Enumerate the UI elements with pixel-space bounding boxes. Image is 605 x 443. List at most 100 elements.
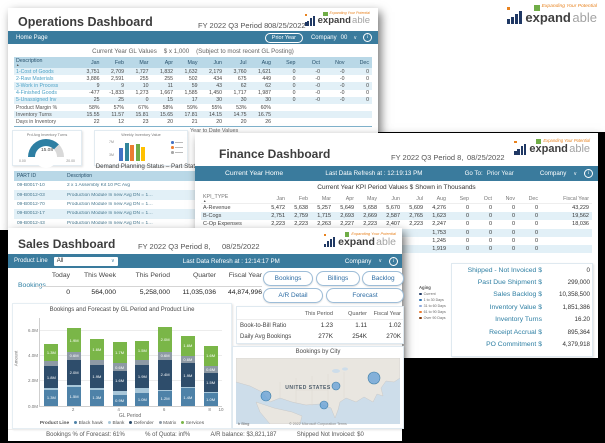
gl-row-link[interactable]: 3-Work in Process	[16, 82, 59, 89]
green-square-icon	[536, 139, 542, 144]
legend-item[interactable]: Over 90 Days	[419, 315, 453, 321]
gl-row-link[interactable]: 2-Raw Materials	[16, 75, 54, 82]
legend-item	[171, 150, 183, 155]
column-header: Apr	[345, 195, 354, 202]
chart-plot-area: 0.0M 2.0M 4.0M 6.0M 1.3M 1.8M 1.3M 1.5M 2.0M 0.6M…	[28, 318, 222, 409]
chevron-down-icon[interactable]: ∨	[378, 258, 383, 264]
stacked-bar[interactable]: 1.4M 1.9M 0.6M 1.6M	[180, 335, 195, 406]
table-row: 3-Work in Process 9 9 10 11 59 43 62 62 0 -0 -0 0	[14, 82, 372, 90]
kpi-col-header: Fiscal Year	[228, 272, 262, 279]
column-header: Sep	[286, 59, 296, 66]
cell-value: 0	[511, 205, 515, 212]
bookings-row-label[interactable]: Bookings	[18, 282, 46, 289]
backlog-button[interactable]: Backlog	[362, 271, 404, 286]
legend-swatch	[419, 292, 422, 296]
map-bubble[interactable]	[367, 371, 381, 385]
legend-item[interactable]: Matrix	[158, 421, 176, 426]
kpi-label[interactable]: Inventory Turns	[495, 316, 542, 324]
bookings-button[interactable]: Bookings	[263, 271, 313, 286]
kpi-col-header: Today	[51, 272, 70, 279]
stacked-bar[interactable]: 1.0M 1.5M 0.6M 1.6M	[203, 345, 218, 406]
map-bubble[interactable]	[260, 390, 272, 402]
cell-value: 5,609	[409, 205, 423, 212]
cell-value: 55%	[211, 104, 222, 111]
billings-button[interactable]: Billings	[316, 271, 360, 286]
kpi-label[interactable]: Past Due Shipment $	[477, 279, 542, 287]
stacked-bar[interactable]: 1.3M 1.9M 1.6M	[89, 339, 104, 406]
kpi-value: 5,258,000	[139, 289, 170, 296]
map-bubble[interactable]	[331, 381, 341, 391]
chevron-down-icon[interactable]: ∨	[353, 34, 357, 41]
cell-value: 0	[511, 213, 515, 220]
chevron-down-icon[interactable]: ∨	[573, 170, 578, 177]
y-tick-label: 4.0M	[27, 353, 38, 359]
cell-value: 11	[167, 82, 173, 89]
stacked-bar[interactable]: 0.9M 1.6M 0.6M 1.7M	[112, 341, 127, 406]
info-icon[interactable]: i	[584, 169, 594, 178]
gl-row-link[interactable]: 4-Finished Goods	[16, 90, 57, 97]
legend-swatch	[171, 146, 174, 149]
page-title: Sales Dashboard	[18, 237, 116, 251]
cell-value: 0	[534, 229, 538, 236]
finance-kpi-panel: Shipped - Not Invoiced $ 0 Past Due Shipme…	[451, 263, 593, 357]
stacked-bar[interactable]: 1.2M 2.4M 0.6M 2.0M	[158, 326, 173, 406]
column-header: Jan	[90, 59, 100, 66]
bar-segment: 2.0M	[158, 326, 173, 352]
column-header: KPI_TYPE ▲	[201, 194, 265, 204]
footer-stat: Bookings % of Forecast: 61%	[46, 432, 125, 438]
gl-row-link[interactable]: 5-Unassigned Inv	[16, 97, 57, 104]
info-icon[interactable]: i	[363, 33, 372, 42]
kpi-label[interactable]: Sales Backlog $	[493, 291, 542, 299]
bar-segment	[135, 388, 150, 394]
sort-arrow-icon[interactable]: ▲	[16, 62, 20, 67]
cell-value: 675	[237, 75, 247, 82]
column-header: Nov	[335, 59, 345, 66]
stacked-bar[interactable]: 1.5M 2.0M 0.6M 1.9M	[67, 328, 82, 406]
map-title: Bookings by City	[295, 349, 341, 355]
forecast-button[interactable]: Forecast	[326, 288, 404, 303]
info-icon[interactable]: i	[389, 256, 399, 266]
legend-swatch	[74, 421, 78, 424]
ops-nav-bar: Home Page Prior Year Company 00 ∨ i	[8, 31, 378, 44]
map-bubble[interactable]	[319, 400, 329, 410]
product-line-dropdown[interactable]: All ∨	[53, 256, 118, 266]
kpi-label[interactable]: Inventory Value $	[489, 303, 542, 311]
column-header: Oct	[311, 59, 320, 66]
cell-value: 2,751	[271, 213, 285, 220]
kpi-label[interactable]: PO Commitment $	[486, 341, 542, 349]
company-label[interactable]: Company	[344, 257, 372, 265]
prior-year-button[interactable]: Prior Year	[264, 32, 303, 43]
sort-arrow-icon[interactable]: ▲	[203, 198, 207, 203]
cell-value: 2,765	[409, 213, 423, 220]
stacked-bar[interactable]: 1.3M 1.8M 1.3M	[44, 344, 59, 406]
kpi-header-row: KPI_TYPE ▲ Jan Feb Mar Apr May Jun Jul Aug Sep Oct N…	[201, 194, 592, 204]
cell-value: 62	[265, 82, 271, 89]
column-header: Description	[67, 173, 93, 179]
legend-item[interactable]: 1 to 30 Days	[419, 297, 453, 303]
legend-item[interactable]: 61 to 90 Days	[419, 309, 453, 315]
company-value[interactable]: 00	[340, 34, 348, 41]
cell-value: 17.81	[184, 111, 198, 118]
legend-item[interactable]: Current	[419, 291, 453, 297]
legend-item[interactable]: Defender	[129, 421, 154, 426]
gl-row-link[interactable]: 1-Cost of Goods	[16, 68, 54, 75]
nav-prior-year[interactable]: Prior Year	[486, 170, 514, 177]
nav-home-page[interactable]: Home Page	[16, 34, 48, 41]
stacked-bar[interactable]: 1.0M 1.9M 1.5M	[135, 340, 150, 406]
ar-detail-button[interactable]: A/R Detail	[263, 288, 323, 303]
kpi-label[interactable]: Receipt Accrual $	[489, 328, 542, 336]
chevron-down-icon: ∨	[111, 258, 115, 264]
legend-label: 1 to 30 Days	[423, 298, 444, 302]
legend-item[interactable]: Blank	[107, 421, 124, 426]
kpi-label[interactable]: Shipped - Not Invoiced $	[467, 266, 542, 274]
legend-item[interactable]: Black hawk	[74, 421, 103, 426]
legend-item[interactable]: 31 to 60 Days	[419, 303, 453, 309]
ytd-values-tab[interactable]: Year to Date Values	[190, 128, 239, 134]
x-tick-label: 8	[208, 407, 211, 412]
nav-current-year-home[interactable]: Current Year Home	[225, 170, 284, 177]
legend-item[interactable]: Services	[181, 421, 204, 426]
us-map[interactable]: UNITED STATES	[236, 358, 400, 424]
company-label[interactable]: Company	[539, 170, 567, 177]
cell-value: 30	[265, 97, 271, 104]
cell-value: 0	[465, 237, 469, 244]
